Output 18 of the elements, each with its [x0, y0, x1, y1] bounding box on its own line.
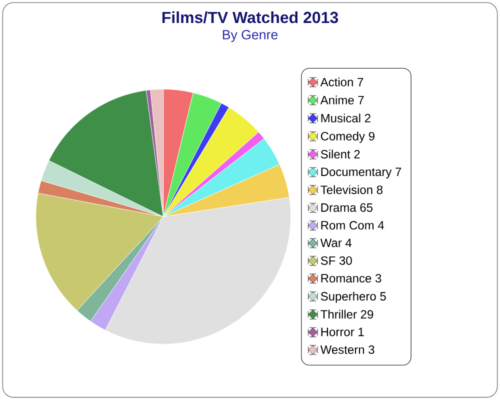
legend-label: Thriller 29	[320, 310, 374, 319]
legend-label: Western 3	[320, 345, 374, 354]
legend-label: Silent 2	[320, 150, 360, 158]
legend-label: Horror 1	[321, 328, 364, 336]
legend-label: Television 8	[320, 185, 383, 194]
legend-label: Comedy 9	[320, 132, 374, 143]
chart-title: Films/TV Watched 2013	[162, 11, 338, 24]
legend-label: SF 30	[320, 256, 352, 265]
legend-label: Drama 65	[321, 203, 373, 212]
legend-label: Superhero 5	[320, 292, 386, 303]
legend-label: Action 7	[320, 78, 364, 86]
legend-label: Documentary 7	[321, 168, 402, 178]
legend-label: Rom Com 4	[321, 221, 384, 230]
legend-label: Anime 7	[320, 96, 364, 104]
legend-label: Musical 2	[321, 114, 370, 122]
legend-label: War 4	[320, 238, 352, 248]
legend-label: Romance 3	[321, 274, 382, 283]
chart-subtitle: By Genre	[222, 30, 278, 42]
